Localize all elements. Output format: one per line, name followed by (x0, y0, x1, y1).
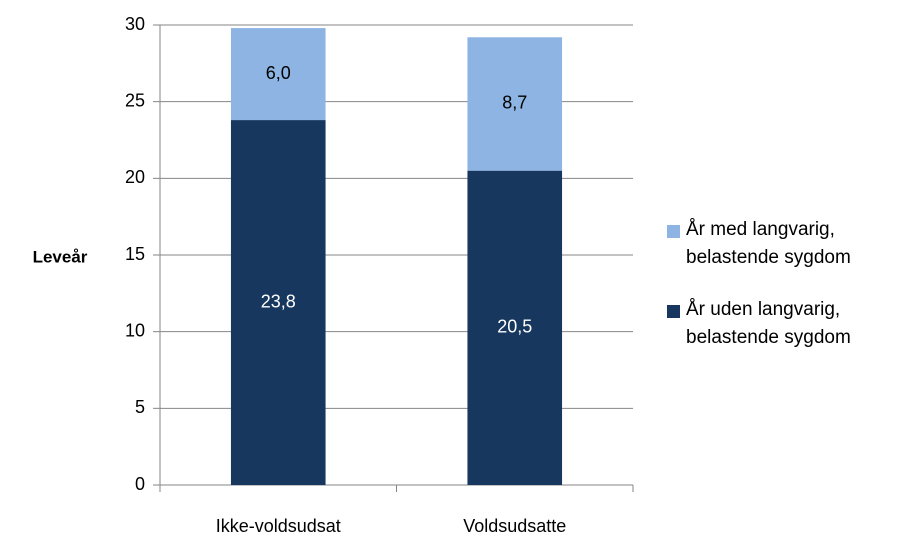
legend-swatch (667, 305, 680, 318)
legend-label: År uden langvarig, belastende sygdom (686, 299, 851, 348)
y-tick-label: 0 (135, 474, 145, 494)
data-label: 8,7 (502, 93, 527, 113)
bar-segment (230, 120, 326, 486)
y-tick-label: 5 (135, 397, 145, 417)
y-tick-label: 15 (125, 244, 145, 264)
legend-label: År med langvarig, belastende sygdom (686, 219, 851, 268)
data-label: 23,8 (261, 291, 296, 311)
x-tick-label: Ikke-voldsudsat (216, 516, 341, 536)
y-tick-label: 10 (125, 320, 145, 340)
data-label: 20,5 (497, 317, 532, 337)
y-axis-label: Leveår (33, 247, 88, 266)
y-tick-label: 25 (125, 90, 145, 110)
bar-segment (467, 170, 563, 485)
legend-swatch (667, 225, 680, 238)
x-tick-label: Voldsudsatte (463, 516, 566, 536)
data-label: 6,0 (266, 63, 291, 83)
bar-segment (467, 37, 563, 171)
bar-segment (230, 28, 326, 121)
y-tick-label: 30 (125, 14, 145, 34)
y-tick-label: 20 (125, 167, 145, 187)
